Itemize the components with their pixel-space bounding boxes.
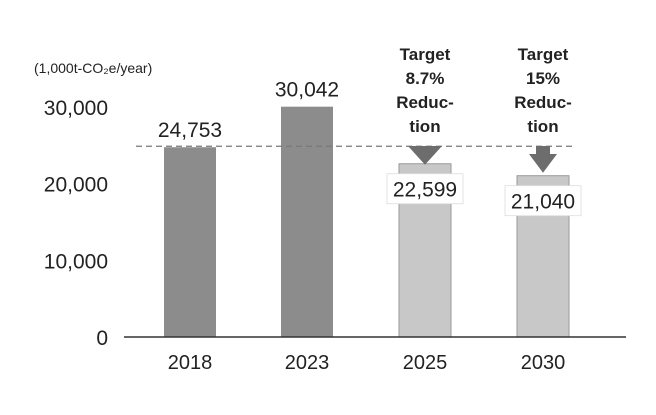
value-label: 22,599 xyxy=(393,179,457,202)
y-tick-label: 30,000 xyxy=(44,97,108,120)
value-label: 21,040 xyxy=(511,191,575,214)
target-arrow xyxy=(408,146,442,165)
value-label-box xyxy=(504,185,582,217)
target-arrow xyxy=(529,146,557,173)
y-tick-label: 20,000 xyxy=(44,174,108,197)
target-annotation-line: Target xyxy=(400,45,451,64)
x-tick-label: 2018 xyxy=(168,352,213,374)
value-label-box xyxy=(386,173,464,205)
target-annotation-line: Reduc- xyxy=(514,93,572,112)
bar-2018 xyxy=(164,147,216,337)
target-annotation-line: tion xyxy=(527,117,558,136)
target-annotation-line: 15% xyxy=(526,69,560,88)
x-tick-label: 2025 xyxy=(403,352,448,374)
y-tick-label: 0 xyxy=(96,327,108,350)
unit-label: (1,000t-CO₂e/year) xyxy=(34,60,152,76)
x-tick-label: 2023 xyxy=(285,352,330,374)
x-tick-label: 2030 xyxy=(521,352,566,374)
target-annotation-line: Reduc- xyxy=(396,93,454,112)
y-tick-label: 10,000 xyxy=(44,250,108,273)
target-annotation-line: tion xyxy=(409,117,440,136)
value-label: 24,753 xyxy=(158,119,222,142)
bar-2023 xyxy=(281,106,333,337)
target-annotation-line: 8.7% xyxy=(406,69,445,88)
target-annotation-line: Target xyxy=(518,45,569,64)
value-label: 30,042 xyxy=(275,79,339,102)
